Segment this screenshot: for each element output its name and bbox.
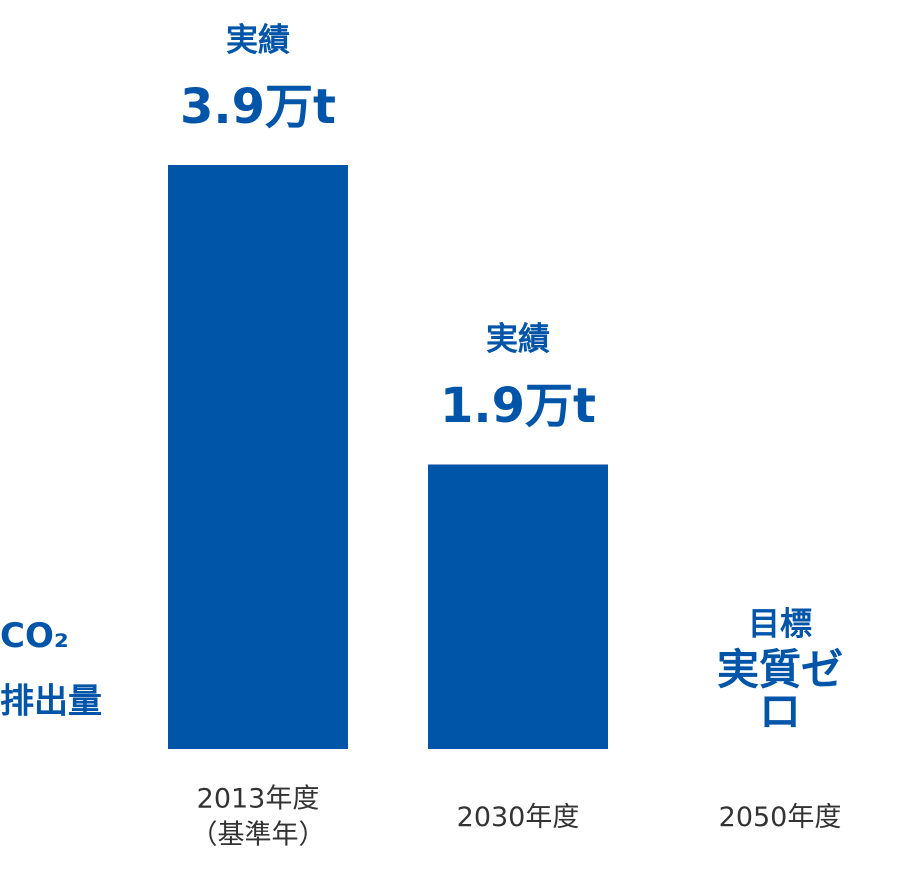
- y-axis-label: 排出量: [0, 681, 102, 722]
- x-tick-label: 2030年度: [456, 801, 580, 833]
- x-tick-label: 2050年度: [718, 801, 842, 833]
- bar: [168, 165, 348, 749]
- x-tick-label: 2013年度 （基準年）: [190, 783, 326, 851]
- value-caption: 実績: [485, 319, 551, 358]
- value-label: 3.9万t: [180, 79, 336, 135]
- value-caption: 実績: [225, 20, 291, 59]
- value-label: 実質ゼロ: [716, 645, 843, 736]
- bar: [428, 464, 608, 749]
- value-caption: 目標: [747, 604, 813, 643]
- value-label: 1.9万t: [440, 378, 596, 435]
- y-axis-label: CO₂: [0, 616, 69, 656]
